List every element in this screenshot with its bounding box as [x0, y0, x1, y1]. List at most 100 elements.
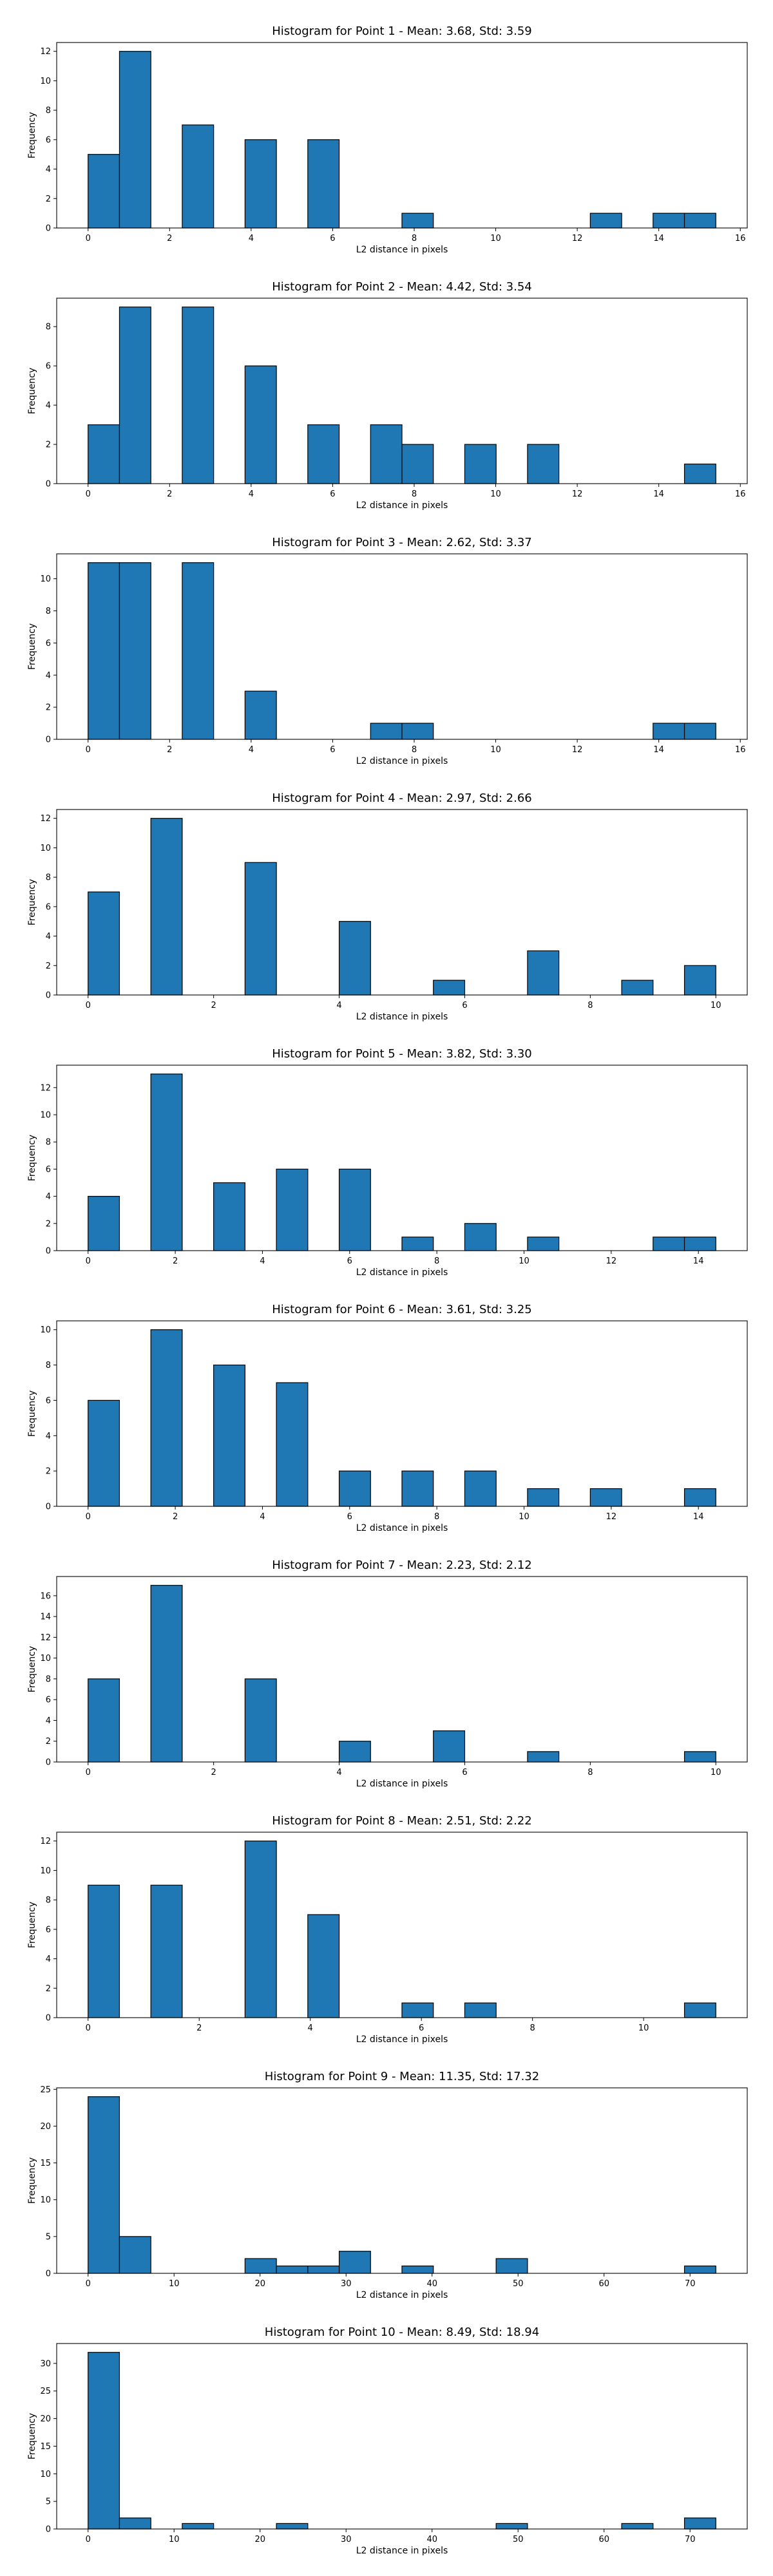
- x-tick-label: 2: [211, 1768, 216, 1777]
- y-tick-label: 12: [40, 1837, 51, 1846]
- histogram-bar: [621, 2523, 654, 2530]
- plot-frame: [56, 1065, 748, 1251]
- y-axis-label: Frequency: [27, 2413, 37, 2459]
- y-tick-label: 15: [40, 2159, 51, 2168]
- y-tick-label: 0: [46, 1247, 51, 1256]
- x-tick-label: 14: [653, 745, 664, 755]
- histogram-bar: [244, 365, 277, 484]
- x-tick-label: 6: [347, 1512, 352, 1522]
- y-tick-label: 4: [46, 1192, 51, 1202]
- histogram-bar: [401, 1470, 434, 1507]
- x-tick-label: 8: [412, 489, 417, 499]
- histogram-bar: [307, 424, 340, 484]
- histogram-bar: [88, 2096, 120, 2274]
- y-axis-label: Frequency: [27, 879, 37, 925]
- chart-title: Histogram for Point 2 - Mean: 4.42, Std:…: [272, 280, 532, 294]
- x-tick-label: 0: [86, 2023, 91, 2033]
- chart-title: Histogram for Point 6 - Mean: 3.61, Std:…: [272, 1303, 532, 1316]
- x-tick-label: 10: [711, 1001, 721, 1010]
- x-tick-label: 8: [587, 1768, 593, 1777]
- y-tick-label: 0: [46, 2525, 51, 2535]
- histogram-bar: [119, 307, 151, 484]
- y-tick-label: 10: [40, 77, 51, 86]
- x-tick-label: 8: [587, 1001, 593, 1010]
- histogram-bar: [401, 2265, 434, 2274]
- x-tick-label: 8: [434, 1512, 439, 1522]
- histogram-bar: [338, 1741, 371, 1763]
- y-tick-label: 6: [46, 1396, 51, 1406]
- histogram-bar: [527, 444, 560, 484]
- histogram-bar: [119, 51, 151, 229]
- y-tick-label: 4: [46, 671, 51, 681]
- histogram-bar: [683, 1751, 716, 1763]
- y-tick-label: 2: [46, 1737, 51, 1747]
- y-axis-label: Frequency: [27, 112, 37, 158]
- histogram-bar: [182, 124, 215, 229]
- y-tick-label: 4: [46, 165, 51, 175]
- y-tick-label: 2: [46, 440, 51, 450]
- plot-frame: [56, 2343, 748, 2530]
- x-tick-label: 50: [513, 2535, 524, 2544]
- histogram-panel-6: Histogram for Point 6 - Mean: 3.61, Std:…: [27, 1303, 748, 1533]
- y-tick-label: 14: [40, 1613, 51, 1622]
- histogram-bar: [683, 2002, 716, 2018]
- y-axis-label: Frequency: [27, 623, 37, 670]
- x-tick-label: 10: [169, 2535, 180, 2544]
- histogram-bar: [683, 1488, 716, 1507]
- histogram-bar: [495, 2523, 528, 2530]
- x-tick-label: 4: [249, 234, 254, 243]
- y-axis-label: Frequency: [27, 368, 37, 414]
- histogram-bar: [464, 1470, 497, 1507]
- histogram-bar: [213, 1182, 245, 1251]
- histogram-bar: [182, 2523, 215, 2530]
- histogram-bar: [244, 1841, 277, 2018]
- x-tick-label: 4: [336, 1768, 341, 1777]
- chart-title: Histogram for Point 8 - Mean: 2.51, Std:…: [272, 1814, 532, 1828]
- histogram-bar: [88, 1884, 120, 2018]
- x-tick-label: 40: [426, 2279, 437, 2289]
- x-tick-label: 8: [412, 234, 417, 243]
- histogram-bar: [338, 2251, 371, 2274]
- x-axis-label: L2 distance in pixels: [356, 1267, 448, 1278]
- histogram-bar: [213, 1364, 245, 1507]
- histogram-bar: [683, 2265, 716, 2274]
- x-tick-label: 10: [711, 1768, 721, 1777]
- x-tick-label: 12: [572, 745, 583, 755]
- x-tick-label: 6: [462, 1001, 467, 1010]
- y-axis-label: Frequency: [27, 1135, 37, 1181]
- x-tick-label: 4: [260, 1256, 265, 1266]
- x-tick-label: 12: [572, 234, 583, 243]
- y-tick-label: 10: [40, 574, 51, 584]
- histogram-bar: [683, 463, 716, 484]
- y-tick-label: 8: [46, 1674, 51, 1684]
- x-tick-label: 0: [86, 489, 91, 499]
- y-tick-label: 10: [40, 1654, 51, 1663]
- histogram-bar: [244, 1678, 277, 1763]
- histogram-bar: [370, 723, 403, 740]
- histogram-bar: [527, 1236, 560, 1251]
- histogram-bar: [244, 690, 277, 740]
- histogram-panel-7: Histogram for Point 7 - Mean: 2.23, Std:…: [27, 1558, 748, 1789]
- histogram-bar: [683, 965, 716, 996]
- histogram-bar: [683, 2517, 716, 2530]
- histogram-panel-1: Histogram for Point 1 - Mean: 3.68, Std:…: [27, 24, 748, 255]
- x-tick-label: 4: [249, 489, 254, 499]
- histogram-bar: [495, 2258, 528, 2274]
- x-tick-label: 8: [412, 745, 417, 755]
- x-tick-label: 0: [86, 2535, 91, 2544]
- histogram-bar: [150, 1884, 183, 2018]
- chart-title: Histogram for Point 4 - Mean: 2.97, Std:…: [272, 791, 532, 805]
- y-tick-label: 6: [46, 1696, 51, 1705]
- y-tick-label: 0: [46, 2014, 51, 2023]
- histogram-panel-3: Histogram for Point 3 - Mean: 2.62, Std:…: [27, 536, 748, 766]
- chart-title: Histogram for Point 5 - Mean: 3.82, Std:…: [272, 1047, 532, 1061]
- x-axis-label: L2 distance in pixels: [356, 756, 448, 766]
- histogram-bar: [464, 444, 497, 484]
- y-tick-label: 25: [40, 2387, 51, 2396]
- y-tick-label: 12: [40, 47, 51, 57]
- x-tick-label: 10: [169, 2279, 180, 2289]
- x-tick-label: 10: [490, 745, 501, 755]
- histogram-bar: [88, 891, 120, 996]
- x-tick-label: 4: [260, 1512, 265, 1522]
- x-tick-label: 12: [606, 1512, 617, 1522]
